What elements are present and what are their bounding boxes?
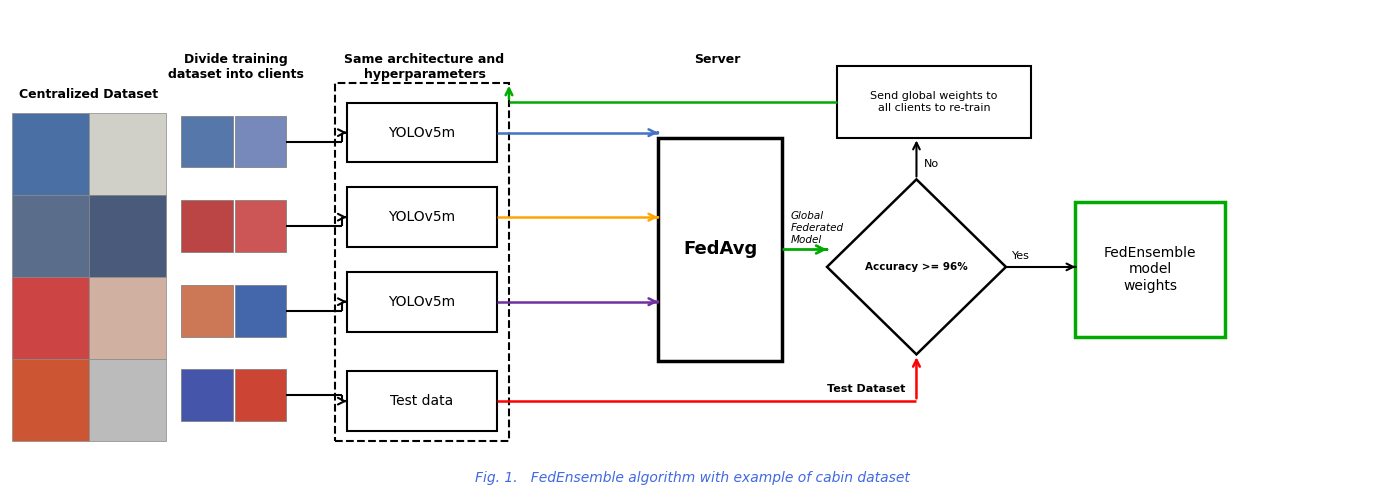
FancyBboxPatch shape [1076,202,1224,336]
FancyBboxPatch shape [346,103,497,163]
FancyBboxPatch shape [234,285,287,336]
FancyBboxPatch shape [89,359,166,441]
Text: Divide training
dataset into clients: Divide training dataset into clients [168,53,303,81]
Text: YOLOv5m: YOLOv5m [388,126,456,140]
Text: YOLOv5m: YOLOv5m [388,210,456,224]
Text: FedAvg: FedAvg [683,241,758,258]
FancyBboxPatch shape [12,359,89,441]
Text: Server: Server [694,53,741,66]
Text: Global
Federated
Model: Global Federated Model [791,211,843,245]
Text: Centralized Dataset: Centralized Dataset [19,88,158,101]
FancyBboxPatch shape [837,66,1030,138]
FancyBboxPatch shape [181,369,233,421]
FancyBboxPatch shape [181,200,233,252]
FancyBboxPatch shape [12,277,89,359]
FancyBboxPatch shape [346,187,497,247]
Text: No: No [924,160,939,169]
FancyBboxPatch shape [181,285,233,336]
FancyBboxPatch shape [89,277,166,359]
Text: Send global weights to
all clients to re-train: Send global weights to all clients to re… [870,91,997,113]
FancyBboxPatch shape [658,138,783,361]
FancyBboxPatch shape [346,371,497,431]
FancyBboxPatch shape [12,195,89,277]
Text: Same architecture and
hyperparameters: Same architecture and hyperparameters [345,53,504,81]
Text: Accuracy >= 96%: Accuracy >= 96% [866,262,968,272]
FancyBboxPatch shape [234,200,287,252]
FancyBboxPatch shape [181,116,233,167]
Text: FedEnsemble
model
weights: FedEnsemble model weights [1104,246,1197,293]
Text: YOLOv5m: YOLOv5m [388,295,456,309]
Polygon shape [827,179,1006,354]
FancyBboxPatch shape [89,113,166,195]
Text: Test Dataset: Test Dataset [827,384,906,394]
Text: Yes: Yes [1012,251,1030,261]
Text: Test data: Test data [391,394,454,408]
FancyBboxPatch shape [89,195,166,277]
FancyBboxPatch shape [234,116,287,167]
Text: Fig. 1.   FedEnsemble algorithm with example of cabin dataset: Fig. 1. FedEnsemble algorithm with examp… [475,471,910,485]
FancyBboxPatch shape [12,113,89,195]
FancyBboxPatch shape [346,272,497,331]
FancyBboxPatch shape [234,369,287,421]
